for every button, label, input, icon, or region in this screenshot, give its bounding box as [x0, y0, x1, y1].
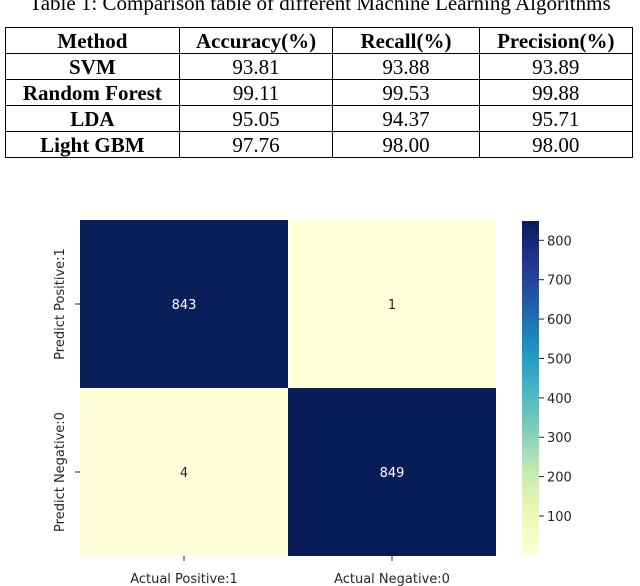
heatmap-cell — [80, 220, 288, 388]
y-tick-label: Predict Negative:0 — [53, 412, 68, 532]
recall-cell: 93.88 — [332, 53, 480, 80]
precision-cell: 95.71 — [478, 105, 634, 132]
colorbar-tick-label: 100 — [547, 510, 572, 525]
accuracy-cell: 99.11 — [178, 79, 334, 106]
heatmap-cell — [288, 220, 496, 388]
cell-value-label: 843 — [172, 298, 197, 313]
header-method: Method — [5, 27, 180, 54]
method-cell: LDA — [5, 105, 180, 132]
header-recall: Recall(%) — [332, 27, 480, 54]
x-tick-label: Actual Negative:0 — [334, 572, 450, 586]
cell-value-label: 849 — [380, 466, 405, 481]
colorbar-tick-label: 200 — [547, 471, 572, 486]
x-tick-label: Actual Positive:1 — [130, 572, 238, 586]
table-row: LDA 95.05 94.37 95.71 — [5, 105, 634, 132]
accuracy-cell: 97.76 — [178, 131, 334, 158]
confusion-matrix-heatmap: 843 1 4 849 Actual Positive:1 Actual Negativ… — [53, 220, 572, 586]
table-header-row: Method Accuracy(%) Recall(%) Precision(%… — [5, 27, 634, 54]
cell-value-label: 4 — [180, 466, 188, 481]
header-precision: Precision(%) — [478, 27, 634, 54]
precision-cell: 93.89 — [478, 53, 634, 80]
colorbar — [522, 221, 539, 555]
colorbar-tick-label: 500 — [547, 352, 572, 367]
header-accuracy: Accuracy(%) — [178, 27, 334, 54]
method-cell: SVM — [5, 53, 180, 80]
table-caption: Table 1: Comparison table of different M… — [29, 0, 611, 15]
recall-cell: 94.37 — [332, 105, 480, 132]
heatmap-cell — [80, 388, 288, 556]
accuracy-cell: 95.05 — [178, 105, 334, 132]
y-tick-label: Predict Positive:1 — [53, 248, 68, 360]
recall-cell: 98.00 — [332, 131, 480, 158]
method-cell: Random Forest — [5, 79, 180, 106]
accuracy-cell: 93.81 — [178, 53, 334, 80]
colorbar-tick-label: 700 — [547, 274, 572, 289]
recall-cell: 99.53 — [332, 79, 480, 106]
table-row: Random Forest 99.11 99.53 99.88 — [5, 79, 634, 106]
table-row: Light GBM 97.76 98.00 98.00 — [5, 131, 634, 158]
colorbar-tick-label: 600 — [547, 313, 572, 328]
method-cell: Light GBM — [5, 131, 180, 158]
results-table: Method Accuracy(%) Recall(%) Precision(%… — [5, 27, 634, 158]
precision-cell: 98.00 — [478, 131, 634, 158]
colorbar-tick-label: 300 — [547, 431, 572, 446]
colorbar-tick-label: 400 — [547, 392, 572, 407]
table-row: SVM 93.81 93.88 93.89 — [5, 53, 634, 80]
colorbar-tick-label: 800 — [547, 234, 572, 249]
heatmap-cell — [288, 388, 496, 556]
precision-cell: 99.88 — [478, 79, 634, 106]
cell-value-label: 1 — [388, 298, 396, 313]
